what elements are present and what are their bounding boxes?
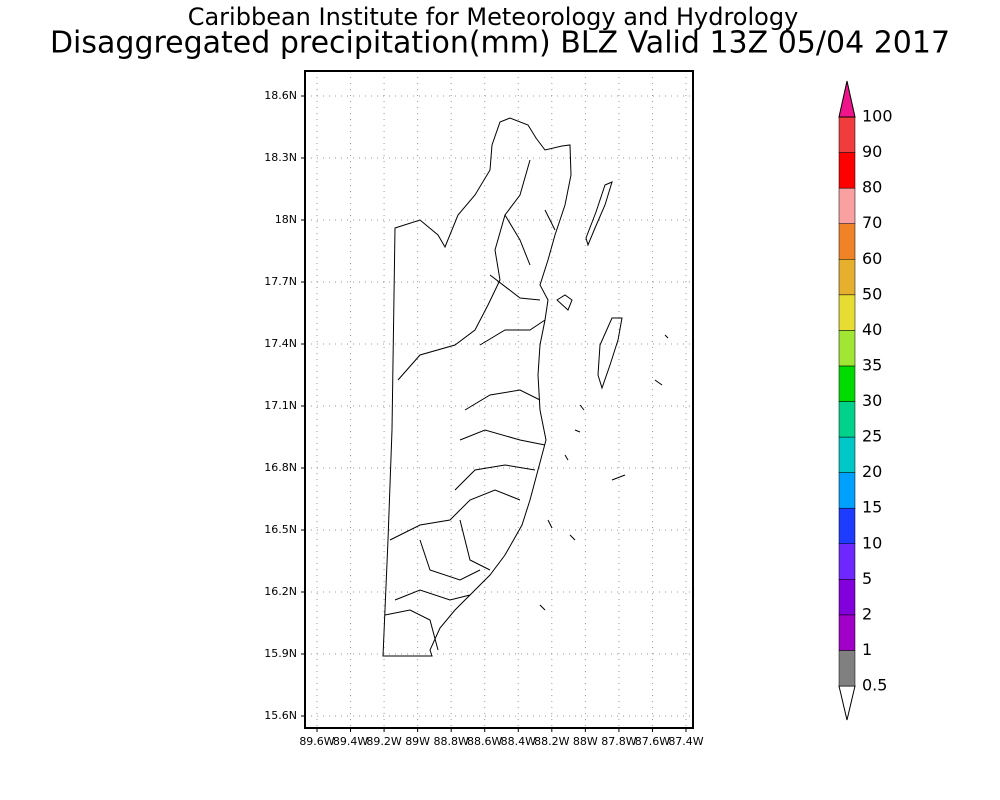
colorbar-box [838, 223, 856, 260]
colorbar-box [838, 365, 856, 402]
colorbar-label: 10 [862, 533, 882, 552]
colorbar-box [838, 187, 856, 224]
colorbar-label: 20 [862, 462, 882, 481]
lon-tick-label: 88.8W [433, 735, 468, 748]
colorbar-label: 1 [862, 640, 872, 659]
colorbar-label: 90 [862, 142, 882, 161]
colorbar-box [838, 401, 856, 438]
grid [305, 71, 693, 728]
colorbar-box [838, 472, 856, 509]
colorbar-label: 50 [862, 284, 882, 303]
colorbar-high-arrow [838, 80, 856, 118]
colorbar-box [838, 614, 856, 651]
colorbar-box [838, 330, 856, 367]
lon-tick-label: 88.2W [534, 735, 569, 748]
colorbar-box [838, 436, 856, 473]
colorbar-box [838, 507, 856, 544]
colorbar-box [838, 650, 856, 687]
lon-tick-label: 89.4W [333, 735, 368, 748]
colorbar-box [838, 259, 856, 296]
figure-subtitle: Disaggregated precipitation(mm) BLZ Vali… [50, 26, 950, 61]
lat-tick-label: 16.5N [264, 523, 297, 536]
lon-tick-label: 87.6W [635, 735, 670, 748]
lat-tick-label: 18.6N [264, 89, 297, 102]
colorbar-label: 70 [862, 213, 882, 232]
colorbar-label: 35 [862, 355, 882, 374]
lon-tick-label: 88.6W [467, 735, 502, 748]
lat-tick-label: 17.7N [264, 275, 297, 288]
lon-tick-label: 87.8W [601, 735, 636, 748]
lon-tick-label: 89.6W [299, 735, 334, 748]
colorbar-box [838, 579, 856, 616]
lat-tick-label: 18N [275, 213, 297, 226]
lon-tick-label: 89W [405, 735, 430, 748]
lat-tick-label: 15.6N [264, 709, 297, 722]
colorbar-label: 15 [862, 498, 882, 517]
colorbar-label: 60 [862, 249, 882, 268]
colorbar-label: 25 [862, 427, 882, 446]
lat-tick-label: 16.8N [264, 461, 297, 474]
country-outline [382, 117, 669, 657]
colorbar-label: 100 [862, 107, 893, 126]
lon-tick-label: 89.2W [366, 735, 401, 748]
figure-title: Caribbean Institute for Meteorology and … [188, 3, 799, 31]
lon-tick-label: 88.4W [501, 735, 536, 748]
colorbar-label: 80 [862, 178, 882, 197]
lon-tick-label: 88W [573, 735, 598, 748]
colorbar-label: 40 [862, 320, 882, 339]
lon-tick-label: 87.4W [668, 735, 703, 748]
lat-tick-label: 17.1N [264, 399, 297, 412]
colorbar-box [838, 152, 856, 189]
lat-tick-label: 18.3N [264, 151, 297, 164]
colorbar-box [838, 294, 856, 331]
colorbar-label: 5 [862, 569, 872, 588]
colorbar-label: 0.5 [862, 676, 887, 695]
map-frame [304, 70, 694, 729]
lat-tick-label: 17.4N [264, 337, 297, 350]
lat-tick-label: 16.2N [264, 585, 297, 598]
colorbar-label: 30 [862, 391, 882, 410]
colorbar-box [838, 543, 856, 580]
lat-tick-label: 15.9N [264, 647, 297, 660]
colorbar-box [838, 116, 856, 153]
colorbar-low-arrow [838, 685, 856, 721]
colorbar-label: 2 [862, 604, 872, 623]
